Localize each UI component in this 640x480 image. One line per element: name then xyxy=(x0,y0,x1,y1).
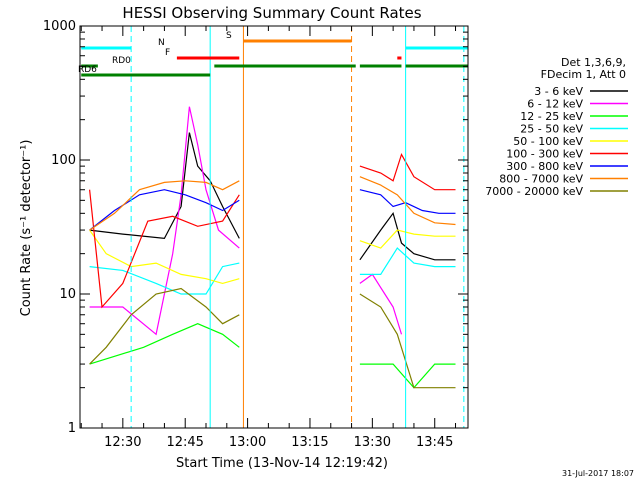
legend: Det 1,3,6,9, FDecim 1, Att 0 3 - 6 keV6 … xyxy=(485,56,628,198)
legend-label-5: 100 - 300 keV xyxy=(506,148,583,161)
series-line-5-after-gap xyxy=(359,152,456,191)
y-tick-label: 100 xyxy=(51,153,76,168)
x-tick-label: 13:30 xyxy=(354,435,391,450)
y-axis-label: Count Rate (s⁻¹ detector⁻¹) xyxy=(19,140,34,317)
series-line-5-before-gap xyxy=(89,189,240,309)
plot-area: NF S RD0 RD6 xyxy=(78,26,468,428)
x-tick-label: 13:00 xyxy=(229,435,266,450)
legend-header-detectors: Det 1,3,6,9, xyxy=(561,56,626,69)
series-line-7-before-gap xyxy=(89,180,240,231)
series-line-3-after-gap xyxy=(359,247,456,275)
series-line-6-after-gap xyxy=(359,189,456,214)
y-tick-label: 1 xyxy=(68,421,76,436)
flag-label-n: N xyxy=(158,38,165,48)
series-line-1-after-gap xyxy=(359,273,403,335)
series-line-7-after-gap xyxy=(359,176,456,226)
x-tick-label: 12:45 xyxy=(166,435,203,450)
series-line-2-before-gap xyxy=(89,323,240,365)
series-line-0-after-gap xyxy=(359,211,456,261)
series-line-6-before-gap xyxy=(89,189,240,231)
x-tick-label: 12:30 xyxy=(104,435,141,450)
x-tick-label: 13:15 xyxy=(291,435,328,450)
series-line-4-before-gap xyxy=(89,229,240,285)
series-line-8-after-gap xyxy=(359,293,456,389)
flag-label-s: S xyxy=(226,31,232,41)
legend-label-6: 300 - 800 keV xyxy=(506,160,583,173)
series-line-3-before-gap xyxy=(89,262,240,295)
legend-label-0: 3 - 6 keV xyxy=(534,85,583,98)
series-line-0-before-gap xyxy=(89,132,240,240)
legend-label-1: 6 - 12 keV xyxy=(527,98,583,111)
legend-header-decimation: FDecim 1, Att 0 xyxy=(541,68,626,81)
legend-label-8: 7000 - 20000 keV xyxy=(485,185,583,198)
flag-label-f: F xyxy=(165,48,170,58)
footer-date: 31-Jul-2017 18:07 xyxy=(562,469,634,478)
x-axis-label: Start Time (13-Nov-14 12:19:42) xyxy=(176,456,388,471)
y-tick-label: 1000 xyxy=(43,19,76,34)
series-line-8-before-gap xyxy=(89,287,240,365)
x-tick-label: 13:45 xyxy=(416,435,453,450)
series-line-1-before-gap xyxy=(89,106,240,336)
legend-label-7: 800 - 7000 keV xyxy=(499,173,583,186)
legend-label-4: 50 - 100 keV xyxy=(513,135,583,148)
legend-label-3: 25 - 50 keV xyxy=(520,123,583,136)
legend-label-2: 12 - 25 keV xyxy=(520,110,583,123)
y-tick-label: 10 xyxy=(59,287,76,302)
plot-frame xyxy=(79,25,469,429)
flag-label-rd6: RD6 xyxy=(78,65,97,75)
chart-title: HESSI Observing Summary Count Rates xyxy=(122,4,421,22)
axes: 1 10 100 1000 12:30 12:45 13:00 13:15 13:30 13:45 xyxy=(43,19,469,450)
flag-label-rd0: RD0 xyxy=(112,56,131,66)
